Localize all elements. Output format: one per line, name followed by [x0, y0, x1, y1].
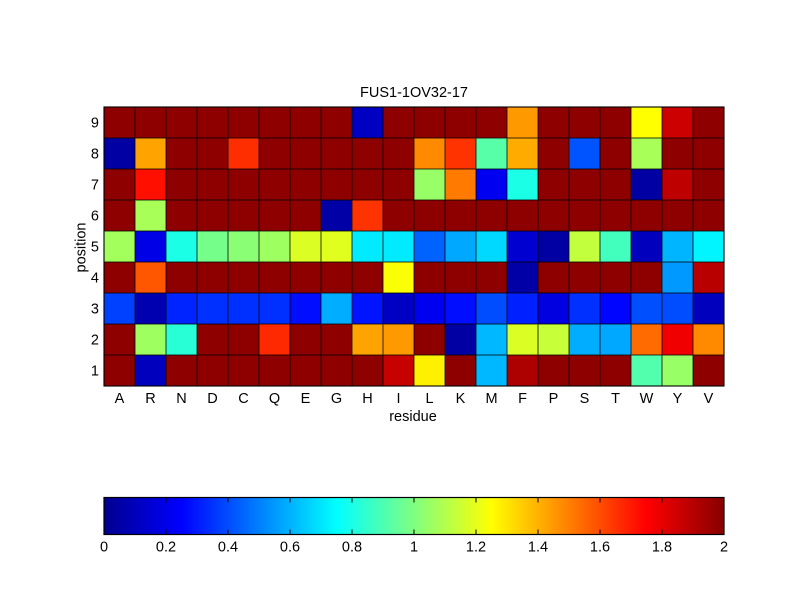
svg-text:Q: Q — [269, 391, 280, 407]
svg-text:T: T — [611, 391, 620, 407]
svg-text:6: 6 — [91, 209, 99, 225]
svg-text:W: W — [640, 391, 654, 407]
svg-text:2: 2 — [720, 540, 728, 556]
svg-text:S: S — [580, 391, 590, 407]
svg-text:D: D — [207, 391, 217, 407]
svg-text:N: N — [176, 391, 186, 407]
svg-text:0.6: 0.6 — [280, 540, 300, 556]
svg-text:F: F — [518, 391, 527, 407]
svg-text:0: 0 — [100, 540, 108, 556]
svg-text:4: 4 — [91, 271, 99, 287]
svg-text:I: I — [396, 391, 400, 407]
svg-text:C: C — [238, 391, 248, 407]
svg-text:L: L — [425, 391, 433, 407]
svg-text:position: position — [74, 223, 90, 273]
svg-text:A: A — [115, 391, 125, 407]
svg-text:K: K — [456, 391, 466, 407]
svg-text:7: 7 — [91, 178, 99, 194]
svg-text:Y: Y — [673, 391, 683, 407]
svg-text:5: 5 — [91, 240, 99, 256]
svg-text:P: P — [549, 391, 559, 407]
svg-text:E: E — [301, 391, 311, 407]
svg-text:FUS1-1OV32-17: FUS1-1OV32-17 — [360, 85, 468, 101]
svg-text:1.8: 1.8 — [652, 540, 672, 556]
svg-text:residue: residue — [389, 409, 437, 425]
svg-text:1: 1 — [410, 540, 418, 556]
svg-text:3: 3 — [91, 302, 99, 318]
svg-text:V: V — [704, 391, 714, 407]
svg-text:0.2: 0.2 — [156, 540, 176, 556]
svg-text:R: R — [145, 391, 155, 407]
svg-text:1: 1 — [91, 364, 99, 380]
svg-text:M: M — [485, 391, 497, 407]
svg-text:8: 8 — [91, 147, 99, 163]
svg-text:G: G — [331, 391, 342, 407]
svg-text:1.2: 1.2 — [466, 540, 486, 556]
svg-text:2: 2 — [91, 333, 99, 349]
svg-text:0.4: 0.4 — [218, 540, 238, 556]
svg-text:9: 9 — [91, 116, 99, 132]
svg-text:0.8: 0.8 — [342, 540, 362, 556]
svg-text:1.6: 1.6 — [590, 540, 610, 556]
svg-text:H: H — [362, 391, 372, 407]
svg-text:1.4: 1.4 — [528, 540, 548, 556]
